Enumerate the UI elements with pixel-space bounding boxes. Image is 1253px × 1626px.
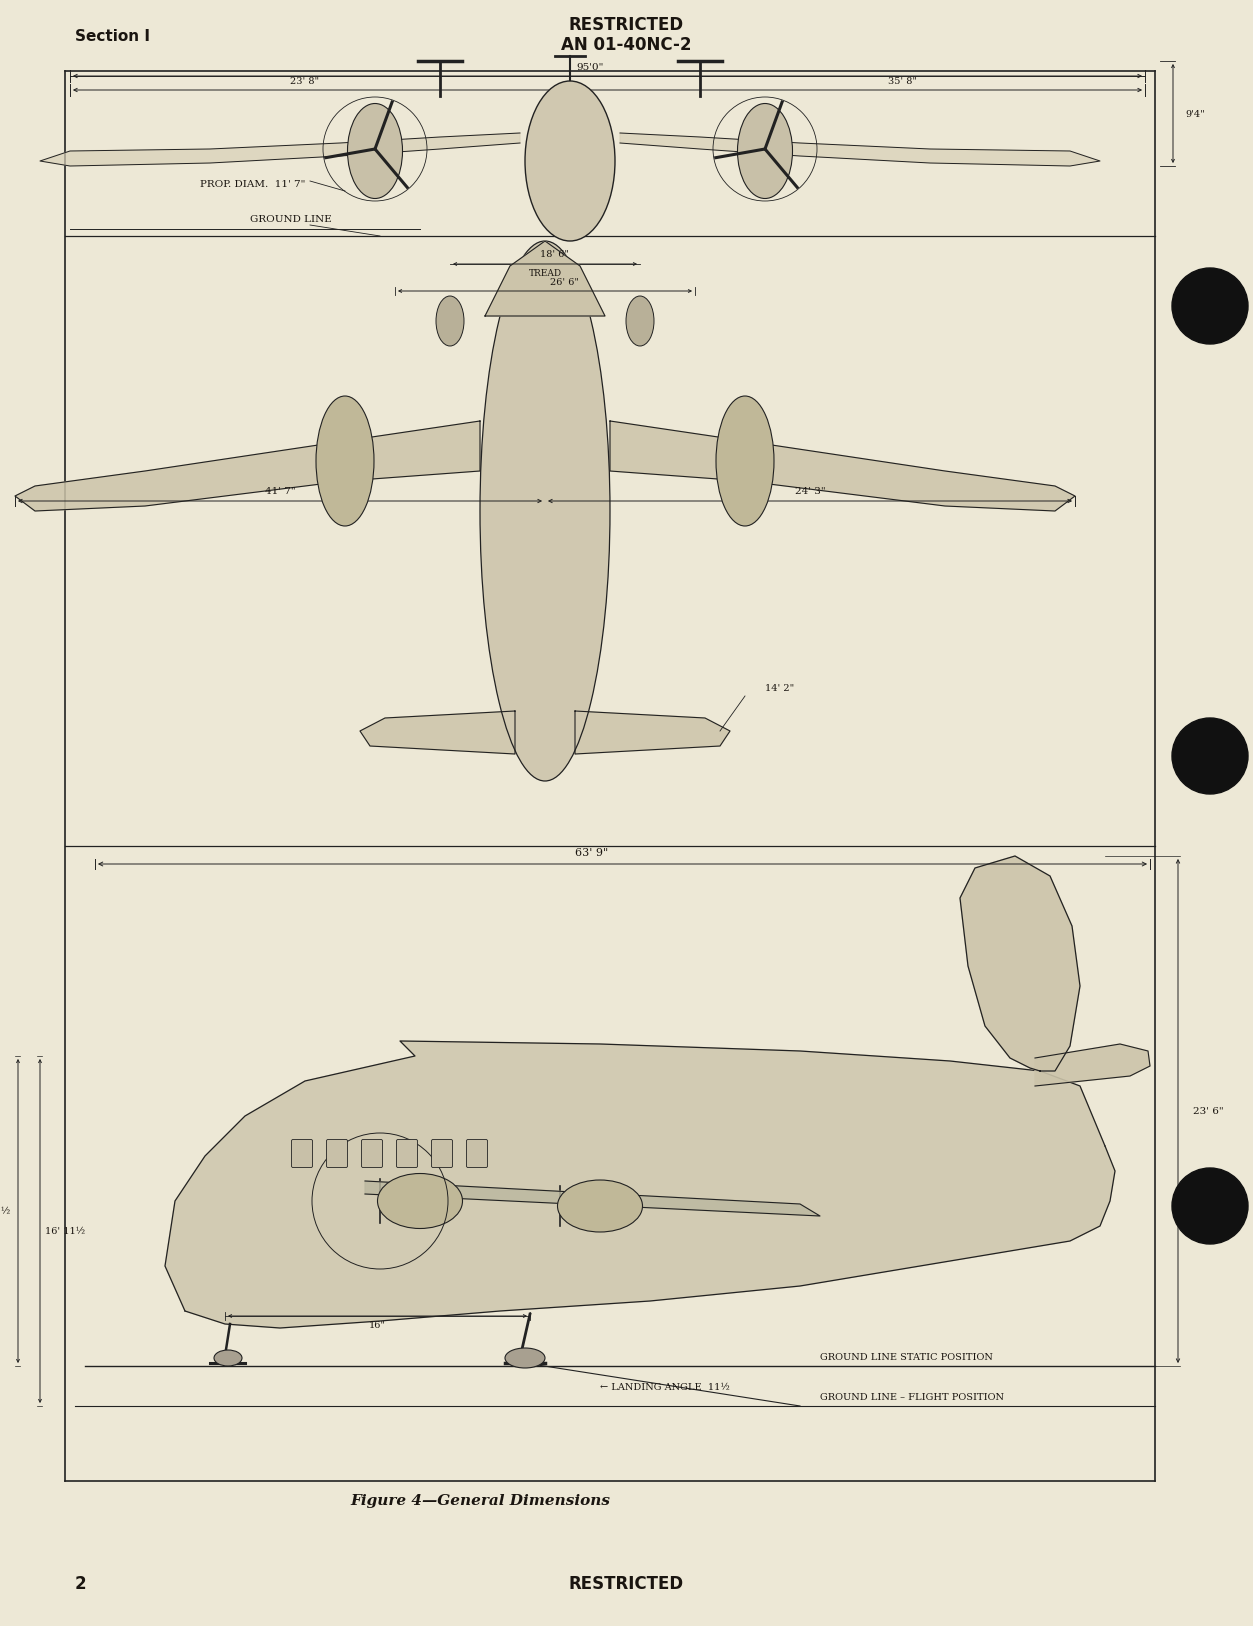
Text: 18' 6": 18' 6" — [540, 249, 570, 259]
Text: GROUND LINE STATIC POSITION: GROUND LINE STATIC POSITION — [819, 1353, 992, 1363]
FancyBboxPatch shape — [431, 1140, 452, 1167]
Text: 95'0": 95'0" — [576, 62, 604, 72]
Text: 14' 11½: 14' 11½ — [0, 1206, 10, 1216]
Text: 16' 11½: 16' 11½ — [45, 1226, 85, 1236]
Text: 9'4": 9'4" — [1185, 109, 1204, 119]
Ellipse shape — [214, 1350, 242, 1366]
Ellipse shape — [377, 1174, 462, 1229]
Text: 16": 16" — [368, 1322, 386, 1330]
Ellipse shape — [347, 104, 402, 198]
Circle shape — [1172, 268, 1248, 345]
Ellipse shape — [436, 296, 464, 346]
Text: PROP. DIAM.  11' 7": PROP. DIAM. 11' 7" — [200, 179, 306, 189]
Polygon shape — [610, 421, 1075, 511]
Text: GROUND LINE: GROUND LINE — [251, 215, 332, 223]
FancyBboxPatch shape — [396, 1140, 417, 1167]
Circle shape — [1172, 719, 1248, 793]
FancyBboxPatch shape — [327, 1140, 347, 1167]
Text: 14' 2": 14' 2" — [766, 683, 794, 693]
Text: TREAD: TREAD — [529, 268, 561, 278]
Polygon shape — [563, 161, 578, 231]
Polygon shape — [1035, 1044, 1150, 1086]
Text: AN 01-40NC-2: AN 01-40NC-2 — [561, 36, 692, 54]
Text: RESTRICTED: RESTRICTED — [569, 1576, 684, 1593]
Circle shape — [1172, 1167, 1248, 1244]
Polygon shape — [15, 421, 480, 511]
Text: ← LANDING ANGLE  11½: ← LANDING ANGLE 11½ — [600, 1384, 729, 1392]
Text: 23' 6": 23' 6" — [1193, 1107, 1224, 1115]
Text: 26' 6": 26' 6" — [550, 278, 579, 286]
Text: GROUND LINE – FLIGHT POSITION: GROUND LINE – FLIGHT POSITION — [819, 1393, 1004, 1403]
Polygon shape — [360, 711, 515, 754]
Polygon shape — [165, 1041, 1115, 1328]
Polygon shape — [365, 1180, 819, 1216]
Text: 35' 8": 35' 8" — [887, 76, 916, 86]
Ellipse shape — [480, 241, 610, 780]
Polygon shape — [960, 855, 1080, 1072]
FancyBboxPatch shape — [362, 1140, 382, 1167]
Polygon shape — [620, 133, 1100, 166]
Text: 2: 2 — [75, 1576, 86, 1593]
Text: Section I: Section I — [75, 29, 150, 44]
Text: 24' 3": 24' 3" — [794, 486, 826, 496]
Ellipse shape — [626, 296, 654, 346]
Ellipse shape — [715, 397, 774, 525]
Text: 23' 8": 23' 8" — [291, 76, 320, 86]
Polygon shape — [485, 241, 605, 315]
Ellipse shape — [316, 397, 373, 525]
Text: Figure 4—General Dimensions: Figure 4—General Dimensions — [350, 1494, 610, 1507]
Polygon shape — [575, 711, 730, 754]
FancyBboxPatch shape — [292, 1140, 312, 1167]
Text: 41' 7": 41' 7" — [264, 486, 296, 496]
Ellipse shape — [505, 1348, 545, 1367]
Text: 63' 9": 63' 9" — [575, 849, 609, 859]
Ellipse shape — [558, 1180, 643, 1233]
FancyBboxPatch shape — [466, 1140, 487, 1167]
Polygon shape — [40, 133, 520, 166]
Ellipse shape — [525, 81, 615, 241]
Text: RESTRICTED: RESTRICTED — [569, 16, 684, 34]
Ellipse shape — [738, 104, 792, 198]
